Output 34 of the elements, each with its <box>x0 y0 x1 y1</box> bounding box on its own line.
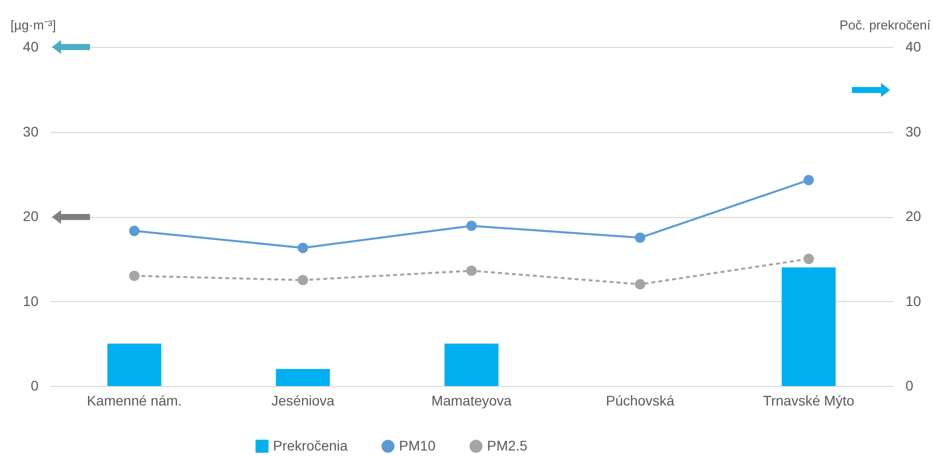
bar <box>444 344 498 386</box>
y2-tick-label: 40 <box>906 38 922 54</box>
y-tick-label: 0 <box>30 378 39 394</box>
y-tick-label: 40 <box>22 38 39 54</box>
point <box>298 274 308 286</box>
legend-label: Prekročenia <box>273 437 348 454</box>
x-tick-label: Jeséniova <box>271 392 335 408</box>
point <box>803 254 814 264</box>
bar <box>276 369 330 386</box>
point <box>634 279 646 290</box>
point <box>466 220 477 232</box>
y-tick-label: 30 <box>22 123 39 140</box>
point <box>298 242 308 254</box>
y-tick-label: 10 <box>22 292 39 309</box>
point <box>803 174 814 186</box>
bar <box>782 267 836 386</box>
y2-tick-label: 30 <box>906 123 922 140</box>
y2-tick-label: 10 <box>906 292 922 309</box>
x-tick-label: Mamateyova <box>431 392 512 408</box>
x-tick-label: Púchovská <box>606 392 675 408</box>
y-tick-label: 20 <box>22 208 39 224</box>
bar <box>107 344 162 386</box>
point <box>129 270 140 282</box>
point <box>466 266 477 276</box>
point <box>129 226 140 236</box>
y-axis-title: [µg·m⁻³] <box>10 18 56 32</box>
x-tick-label: Kamenné nám. <box>86 392 182 408</box>
legend-label: PM2.5 <box>487 437 528 454</box>
y2-tick-label: 0 <box>906 378 914 394</box>
y2-tick-label: 20 <box>906 208 922 224</box>
x-tick-label: Trnavské Mýto <box>763 392 855 408</box>
point <box>634 232 646 243</box>
y2-axis-title: Poč. prekročení <box>839 18 931 32</box>
legend-label: PM10 <box>399 437 436 454</box>
